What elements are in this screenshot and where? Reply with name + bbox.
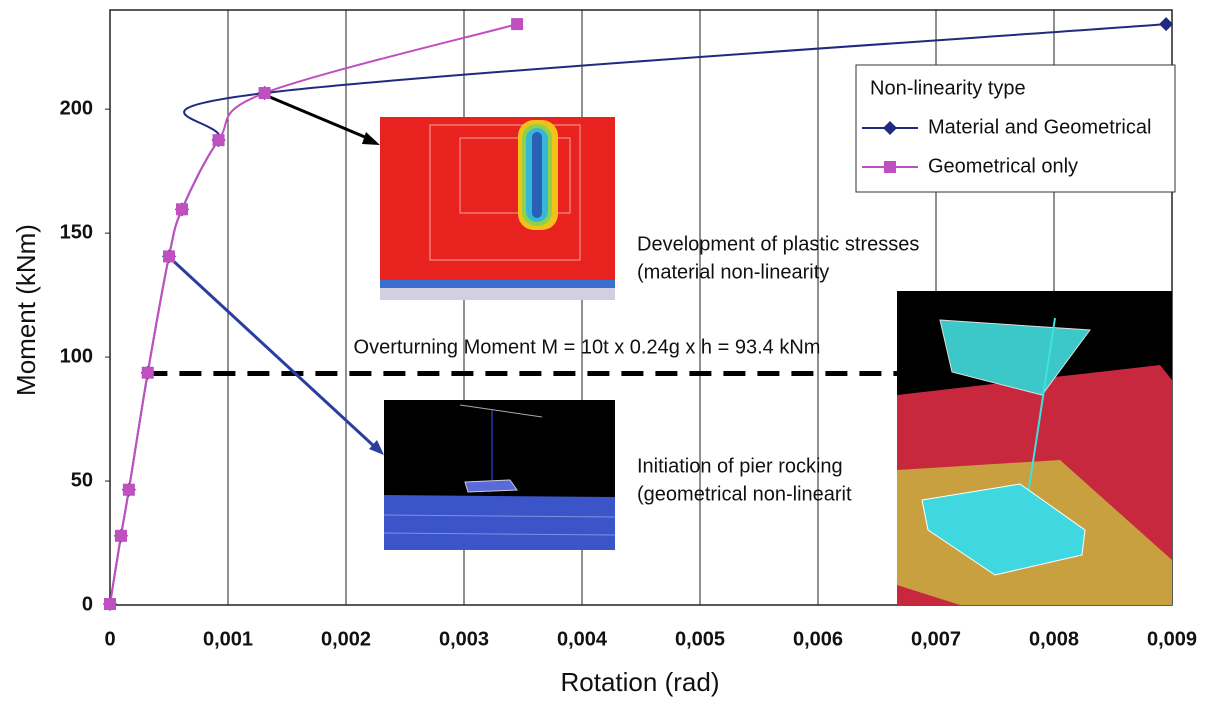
legend-marker xyxy=(884,161,896,173)
data-point xyxy=(123,484,135,496)
annotation: (geometrical non-linearit xyxy=(637,483,852,505)
x-tick-label: 0,009 xyxy=(1147,628,1197,650)
x-tick-label: 0 xyxy=(104,628,115,650)
legend-title: Non-linearity type xyxy=(870,77,1026,99)
data-point xyxy=(511,18,523,30)
legend-label: Material and Geometrical xyxy=(928,116,1151,138)
legend-label: Geometrical only xyxy=(928,155,1078,177)
data-point xyxy=(115,530,127,542)
x-tick-label: 0,005 xyxy=(675,628,725,650)
fe-image-stress xyxy=(380,117,615,300)
x-tick-label: 0,006 xyxy=(793,628,843,650)
data-point xyxy=(163,250,175,262)
y-tick-label: 200 xyxy=(60,97,93,119)
annotation: (material non-linearity xyxy=(637,261,829,283)
y-tick-label: 50 xyxy=(71,469,93,491)
y-tick-label: 0 xyxy=(82,593,93,615)
fe-image-3d xyxy=(897,291,1172,605)
y-tick-label: 100 xyxy=(60,345,93,367)
y-axis-title: Moment (kNm) xyxy=(11,224,41,396)
data-point xyxy=(176,203,188,215)
x-tick-label: 0,003 xyxy=(439,628,489,650)
fe-image-rocking xyxy=(384,400,615,550)
data-point xyxy=(213,134,225,146)
chart: Overturning Moment M = 10t x 0.24g x h =… xyxy=(0,0,1211,702)
x-tick-label: 0,008 xyxy=(1029,628,1079,650)
arrow xyxy=(169,257,384,455)
annotation: Initiation of pier rocking xyxy=(637,455,843,477)
x-tick-label: 0,001 xyxy=(203,628,253,650)
data-point xyxy=(1159,17,1173,31)
x-tick-label: 0,004 xyxy=(557,628,608,650)
annotation: Development of plastic stresses xyxy=(637,233,919,255)
y-tick-label: 150 xyxy=(60,221,93,243)
data-point xyxy=(259,87,271,99)
data-point xyxy=(142,367,154,379)
arrow xyxy=(265,95,380,145)
x-tick-label: 0,002 xyxy=(321,628,371,650)
x-axis-title: Rotation (rad) xyxy=(561,667,720,697)
reference-label: Overturning Moment M = 10t x 0.24g x h =… xyxy=(354,337,821,359)
data-point xyxy=(104,598,116,610)
x-tick-label: 0,007 xyxy=(911,628,961,650)
